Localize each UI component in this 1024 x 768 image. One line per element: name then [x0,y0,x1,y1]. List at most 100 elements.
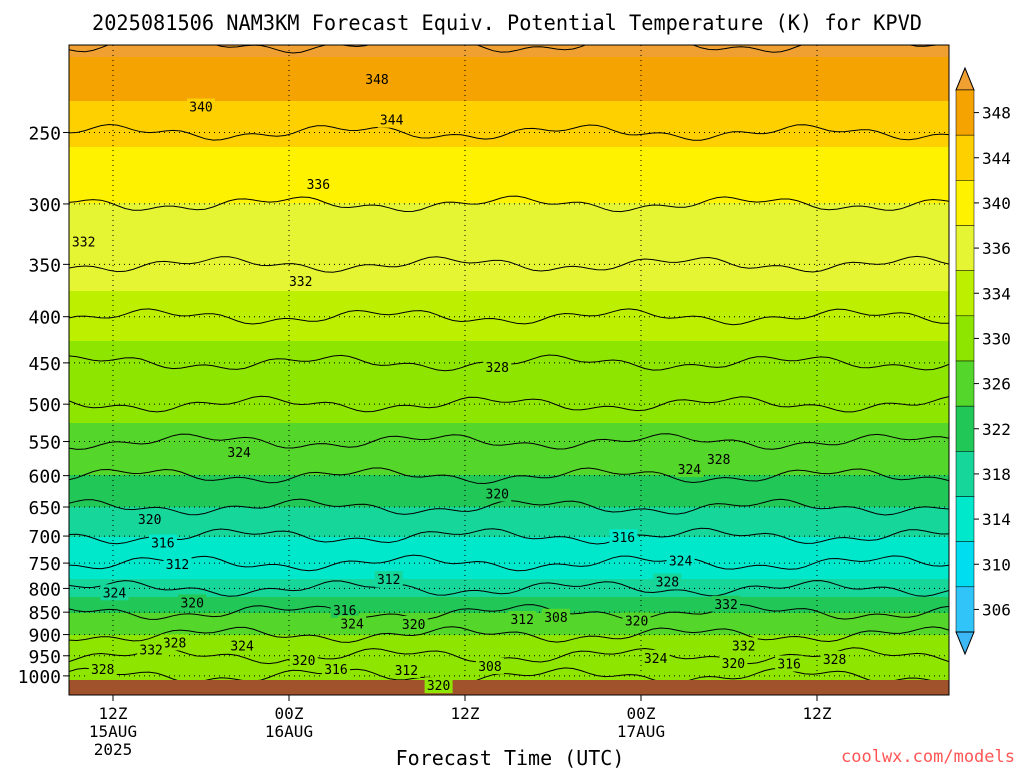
contour-label-text: 316 [777,658,800,673]
color-band [69,63,949,65]
color-band [69,569,949,571]
color-band [69,375,949,377]
color-band [69,551,949,553]
color-band [69,589,949,591]
color-band [69,399,949,401]
colorbar-label: 334 [982,284,1011,303]
color-band [69,287,949,289]
color-band [69,49,949,51]
color-band [69,427,949,429]
color-band [69,455,949,457]
contour-line [69,467,949,485]
color-band [69,337,949,339]
color-band [69,643,949,645]
contour-label-text: 344 [380,114,404,129]
color-band [69,181,949,183]
contour-label: 328 [483,359,512,376]
color-band [69,271,949,273]
color-band [69,295,949,297]
contour-label-text: 332 [139,644,162,659]
contour-label-bg [100,584,129,601]
color-band [69,251,949,253]
color-band [69,425,949,427]
ground-strip [69,680,949,695]
x-tick-label: 12Z [803,704,832,723]
contour-line [69,667,949,685]
color-band [69,221,949,223]
color-band [69,629,949,631]
colorbar-extend-bottom [955,631,975,656]
color-band [69,89,949,91]
contour-label-text: 316 [333,604,356,619]
color-band [69,423,949,425]
color-band [69,627,949,629]
contour-label-bg [653,573,682,590]
color-band [69,169,949,171]
color-band [69,421,949,423]
contour-label: 320 [424,677,453,694]
color-band [69,139,949,141]
y-tick-label: 1000 [18,667,61,688]
colorbar-swatch [955,270,975,317]
contour-label: 308 [475,657,504,675]
color-band [69,645,949,647]
color-band [69,461,949,463]
contour-label-text: 336 [307,178,330,193]
color-band [69,433,949,435]
contour-label: 316 [609,529,638,546]
contour-label: 324 [666,552,695,569]
color-band [69,297,949,299]
contour-label: 312 [392,661,421,679]
color-band [69,213,949,215]
colorbar-label: 336 [982,239,1011,258]
colorbar-label: 344 [982,149,1011,168]
contour-label: 324 [228,637,257,654]
contour-lines [69,45,949,685]
y-tick-label: 550 [28,433,61,454]
color-band [69,309,949,311]
contour-label-bg [609,529,638,546]
color-band [69,449,949,451]
contour-label-text: 312 [395,664,418,679]
color-band [69,97,949,99]
color-band [69,579,949,581]
contour-label-text: 320 [402,618,425,633]
color-band [69,411,949,413]
color-band [69,539,949,541]
y-tick-label: 500 [28,395,61,416]
color-band [69,553,949,555]
contour-label-bg [289,651,318,668]
contour-label-bg [675,461,704,478]
color-band [69,299,949,301]
x-tick-label: 00Z [275,704,304,723]
contour-label-text: 312 [510,613,533,628]
color-band [69,671,949,673]
color-band [69,249,949,251]
contour-label: 328 [88,660,117,678]
color-band [69,351,949,353]
contour-line [69,45,949,54]
color-band [69,225,949,227]
contour-label: 344 [377,111,406,129]
color-band [69,383,949,385]
color-band [69,259,949,261]
contour-label: 332 [69,233,98,250]
contour-label-text: 332 [72,235,95,250]
color-band [69,67,949,69]
color-band [69,107,949,109]
contour-label: 316 [775,655,804,673]
contour-label-bg [666,552,695,569]
color-band [69,667,949,669]
color-band [69,599,949,601]
color-band [69,395,949,397]
color-band [69,557,949,559]
color-band [69,191,949,193]
contour-label: 332 [286,272,315,290]
color-band [69,607,949,609]
color-band [69,347,949,349]
color-band [69,199,949,201]
color-band [69,47,949,49]
color-band [69,123,949,125]
